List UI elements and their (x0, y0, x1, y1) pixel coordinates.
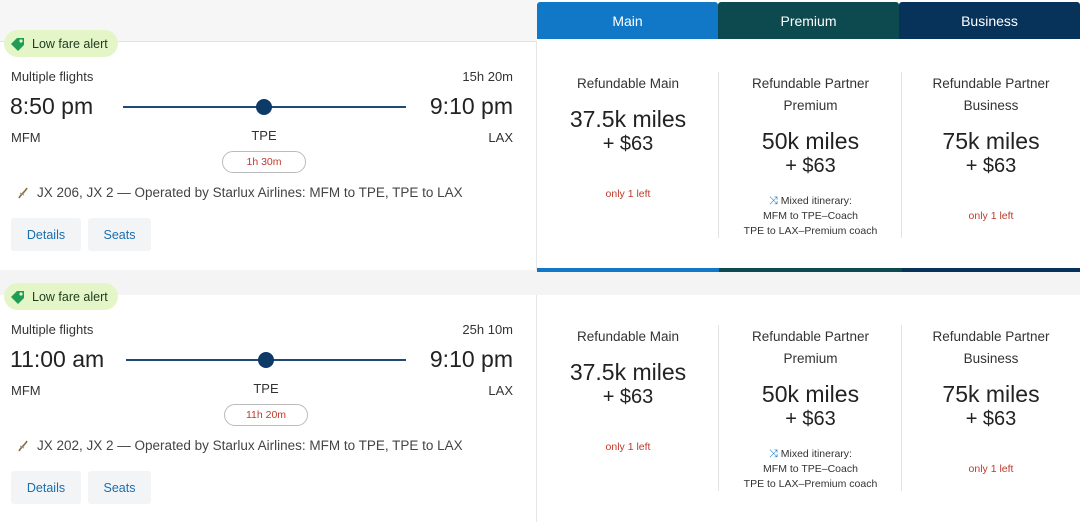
low-fare-alert-badge: Low fare alert (4, 30, 118, 57)
fare-miles: 37.5k miles (569, 106, 687, 132)
details-button[interactable]: Details (11, 471, 81, 504)
layover-badge: 11h 20m (224, 404, 308, 426)
card-separator (0, 270, 1080, 295)
airline-logo-icon (18, 440, 28, 451)
fare-main[interactable]: Refundable Main 37.5k miles + $63 only 1… (537, 295, 719, 522)
arrival-airport: LAX (488, 130, 513, 145)
layover-badge: 1h 30m (222, 151, 306, 173)
fare-premium[interactable]: Refundable Partner Premium 50k miles + $… (719, 42, 902, 270)
fare-name-line2: Premium (783, 351, 838, 366)
fare-business[interactable]: Refundable Partner Business 75k miles + … (902, 295, 1080, 522)
business-column-underline (902, 268, 1080, 272)
stop-airport: TPE (253, 381, 279, 396)
flight-numbers: JX 206, JX 2 — Operated by Starlux Airli… (37, 185, 463, 200)
fare-name-line1: Refundable Partner (932, 329, 1050, 344)
fare-business[interactable]: Refundable Partner Business 75k miles + … (902, 42, 1080, 270)
flight-card: Low fare alert Multiple flights 15h 20m … (0, 30, 1080, 270)
flight-info: JX 206, JX 2 — Operated by Starlux Airli… (17, 185, 463, 200)
arrival-airport: LAX (488, 383, 513, 398)
fare-name-line1: Refundable Partner (751, 329, 870, 344)
seats-button[interactable]: Seats (88, 218, 151, 251)
fare-miles: 75k miles (942, 381, 1040, 407)
fare-name-line2: Premium (783, 98, 838, 113)
arrival-time: 9:10 pm (429, 346, 513, 372)
alert-label: Low fare alert (32, 36, 108, 51)
flight-info: JX 202, JX 2 — Operated by Starlux Airli… (17, 438, 463, 453)
flight-summary: Low fare alert Multiple flights 15h 20m … (0, 30, 537, 270)
mixed-itinerary-title: Mixed itinerary: (780, 448, 852, 460)
details-button[interactable]: Details (11, 218, 81, 251)
fare-tax: + $63 (785, 155, 836, 177)
fare-name-line2: Business (963, 98, 1019, 113)
stop-dot (258, 352, 274, 368)
cabin-tabs: Main Premium Business (537, 2, 1080, 39)
fare-miles: 75k miles (942, 128, 1040, 154)
tag-icon (11, 37, 24, 51)
fare-miles: 50k miles (761, 381, 860, 407)
fare-name-line1: Refundable Partner (932, 76, 1050, 91)
total-duration: 25h 10m (462, 322, 513, 337)
fare-divider (901, 72, 902, 238)
fare-name-line1: Refundable Partner (751, 76, 870, 91)
multiple-flights-label: Multiple flights (11, 69, 94, 84)
fare-miles: 37.5k miles (569, 359, 687, 385)
fare-tax: + $63 (602, 386, 654, 408)
premium-column-underline (719, 268, 902, 272)
multiple-flights-label: Multiple flights (11, 322, 94, 337)
fare-tax: + $63 (965, 155, 1017, 177)
tag-icon (11, 290, 24, 304)
fare-miles: 50k miles (761, 128, 860, 154)
fare-name: Refundable Main (576, 329, 680, 344)
fare-tax: + $63 (785, 408, 836, 430)
total-duration: 15h 20m (462, 69, 513, 84)
fare-tax: + $63 (602, 133, 654, 155)
seats-left-note: only 1 left (605, 441, 651, 453)
fare-divider (718, 72, 719, 238)
low-fare-alert-badge: Low fare alert (4, 283, 118, 310)
seats-left-note: only 1 left (605, 188, 651, 200)
shuffle-icon: ⤨ (769, 195, 778, 207)
fare-divider (718, 325, 719, 491)
departure-time: 11:00 am (10, 346, 105, 372)
tab-premium[interactable]: Premium (718, 2, 899, 39)
flight-numbers: JX 202, JX 2 — Operated by Starlux Airli… (37, 438, 463, 453)
mixed-itinerary-title: Mixed itinerary: (780, 195, 852, 207)
seats-left-note: only 1 left (968, 210, 1014, 222)
arrival-time: 9:10 pm (429, 93, 513, 119)
flight-card: Low fare alert Multiple flights 25h 10m … (0, 283, 1080, 522)
seats-button[interactable]: Seats (88, 471, 151, 504)
fare-name: Refundable Main (576, 76, 680, 91)
departure-time: 8:50 pm (10, 93, 94, 119)
tab-main[interactable]: Main (537, 2, 718, 39)
departure-airport: MFM (11, 130, 41, 145)
fare-divider (901, 325, 902, 491)
mixed-itinerary-line2: TPE to LAX–Premium coach (743, 225, 878, 237)
shuffle-icon: ⤨ (769, 448, 778, 460)
main-column-underline (537, 268, 719, 272)
tab-business[interactable]: Business (899, 2, 1080, 39)
stop-dot (256, 99, 272, 115)
airline-logo-icon (18, 187, 28, 198)
fare-premium[interactable]: Refundable Partner Premium 50k miles + $… (719, 295, 902, 522)
mixed-itinerary-line1: MFM to TPE–Coach (763, 463, 858, 475)
fare-main[interactable]: Refundable Main 37.5k miles + $63 only 1… (537, 42, 719, 270)
fare-name-line2: Business (963, 351, 1019, 366)
seats-left-note: only 1 left (968, 463, 1014, 475)
stop-airport: TPE (251, 128, 277, 143)
alert-label: Low fare alert (32, 289, 108, 304)
flight-summary: Low fare alert Multiple flights 25h 10m … (0, 283, 537, 522)
fare-tax: + $63 (965, 408, 1017, 430)
departure-airport: MFM (11, 383, 41, 398)
mixed-itinerary-line1: MFM to TPE–Coach (763, 210, 858, 222)
mixed-itinerary-line2: TPE to LAX–Premium coach (743, 478, 878, 490)
